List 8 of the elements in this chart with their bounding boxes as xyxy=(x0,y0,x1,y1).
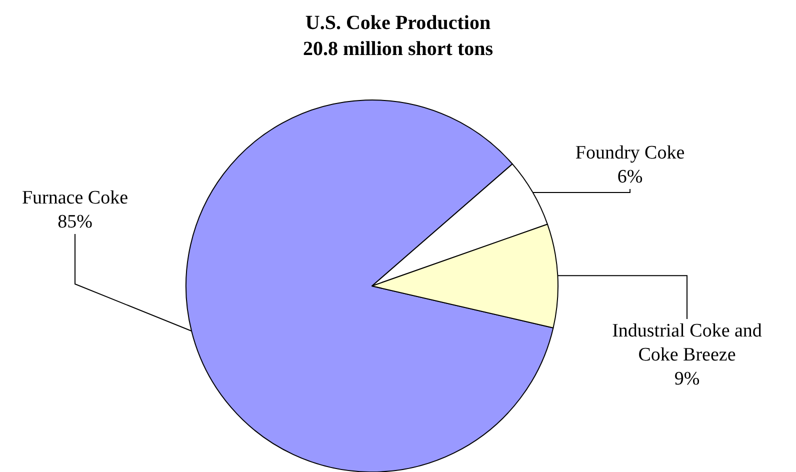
slice-label: Furnace Coke xyxy=(22,188,128,208)
data-label: 85% xyxy=(58,212,93,232)
slice-label: Foundry Coke xyxy=(575,142,685,164)
data-label: 9% xyxy=(674,368,700,390)
slice-label: Industrial Coke and Coke Breeze xyxy=(612,320,762,366)
data-label: 6% xyxy=(617,166,643,188)
chart-title: U.S. Coke Production xyxy=(305,12,491,34)
chart-subtitle: 20.8 million short tons xyxy=(302,38,494,60)
